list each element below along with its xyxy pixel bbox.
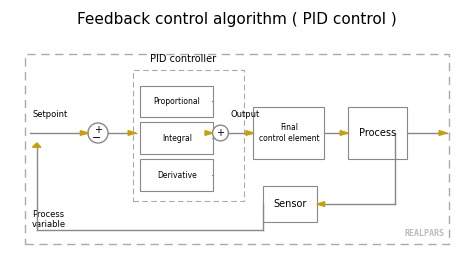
Bar xyxy=(140,159,213,191)
Text: −: − xyxy=(92,133,101,143)
Polygon shape xyxy=(317,202,325,206)
Text: Process: Process xyxy=(359,128,396,138)
Text: Feedback control algorithm ( PID control ): Feedback control algorithm ( PID control… xyxy=(77,12,397,27)
Text: +: + xyxy=(217,128,225,138)
Ellipse shape xyxy=(212,125,228,141)
Polygon shape xyxy=(81,131,88,135)
Bar xyxy=(254,107,324,159)
Text: Output: Output xyxy=(231,110,260,119)
Text: Setpoint: Setpoint xyxy=(32,110,67,119)
Polygon shape xyxy=(439,131,447,135)
Text: Sensor: Sensor xyxy=(273,199,307,209)
Ellipse shape xyxy=(88,123,108,143)
Text: Proportional: Proportional xyxy=(154,97,201,106)
Bar xyxy=(348,107,407,159)
Bar xyxy=(140,122,213,154)
Polygon shape xyxy=(246,131,254,135)
Bar xyxy=(133,70,244,201)
Polygon shape xyxy=(340,131,348,135)
Polygon shape xyxy=(205,131,212,135)
Text: +: + xyxy=(94,126,102,135)
Text: Integral: Integral xyxy=(162,134,192,143)
Bar xyxy=(263,186,317,222)
Polygon shape xyxy=(33,143,41,147)
Polygon shape xyxy=(128,131,136,135)
Text: Process
variable: Process variable xyxy=(32,210,66,229)
Text: Final
control element: Final control element xyxy=(258,123,319,143)
Text: Derivative: Derivative xyxy=(157,171,197,180)
Bar xyxy=(25,54,449,244)
Bar xyxy=(140,86,213,117)
Text: REALPARS: REALPARS xyxy=(404,229,444,238)
Text: PID controller: PID controller xyxy=(150,54,216,64)
